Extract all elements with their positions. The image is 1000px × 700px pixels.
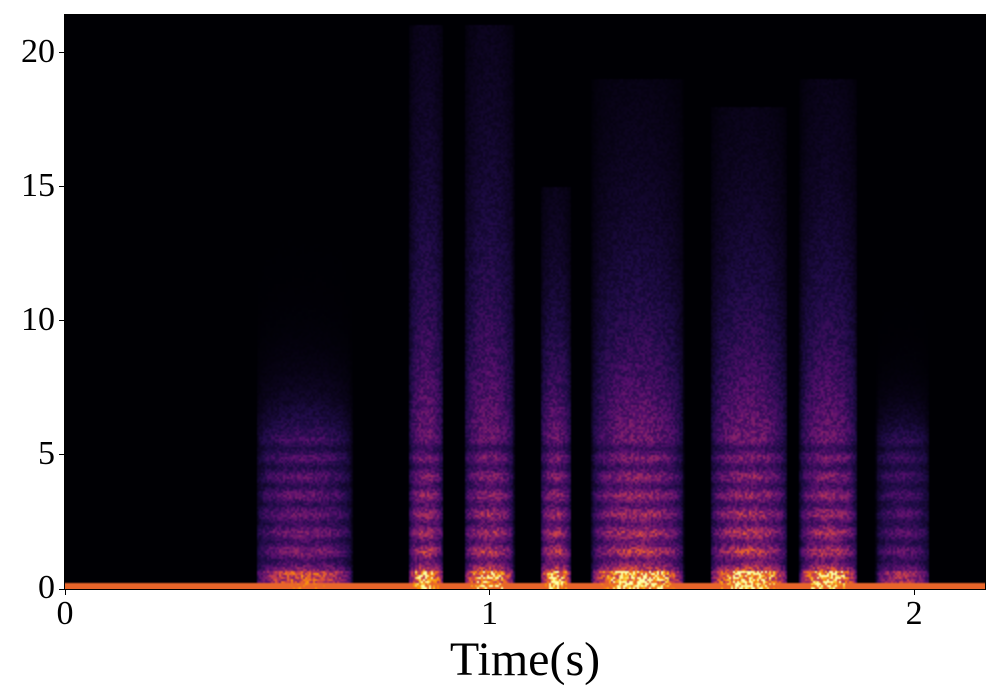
y-tick-mark: [59, 186, 65, 188]
y-tick-label: 0: [38, 569, 55, 606]
y-tick-mark: [59, 320, 65, 322]
x-tick-label: 2: [905, 595, 923, 632]
y-tick-label: 15: [21, 166, 55, 204]
y-tick-label: 20: [21, 32, 55, 70]
x-axis-label: Time(s): [449, 633, 601, 686]
y-tick-label: 10: [21, 300, 55, 338]
y-tick-label: 5: [38, 434, 55, 472]
y-tick-mark: [59, 588, 65, 590]
spectrogram-heatmap: [65, 15, 985, 589]
x-tick-mark: [913, 589, 915, 595]
x-tick-mark: [64, 589, 66, 595]
x-tick-mark: [489, 589, 491, 595]
y-tick-mark: [59, 52, 65, 54]
x-tick-label: 0: [56, 595, 74, 632]
y-tick-mark: [59, 454, 65, 456]
x-tick-label: 1: [481, 595, 499, 632]
spectrogram-plot-area: [65, 15, 985, 589]
